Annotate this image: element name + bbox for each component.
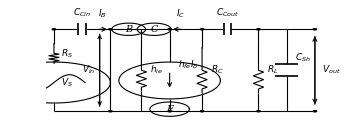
Circle shape xyxy=(109,111,112,112)
Text: $I_C$: $I_C$ xyxy=(176,8,185,20)
Text: $C_{Cout}$: $C_{Cout}$ xyxy=(216,7,239,19)
Circle shape xyxy=(168,111,171,112)
Circle shape xyxy=(168,29,171,30)
Text: B: B xyxy=(125,25,132,34)
Circle shape xyxy=(313,29,317,30)
Text: $h_{fe}I_b$: $h_{fe}I_b$ xyxy=(178,59,198,71)
Circle shape xyxy=(200,111,204,112)
Text: $R_S$: $R_S$ xyxy=(61,47,73,60)
Text: $V_{out}$: $V_{out}$ xyxy=(322,64,341,76)
Circle shape xyxy=(257,111,260,112)
Text: C: C xyxy=(150,25,158,34)
Circle shape xyxy=(313,111,317,112)
Circle shape xyxy=(200,29,204,30)
Text: $R_C$: $R_C$ xyxy=(210,64,223,76)
Text: $C_{Cin}$: $C_{Cin}$ xyxy=(73,7,91,19)
Text: $V_S$: $V_S$ xyxy=(61,76,73,89)
Circle shape xyxy=(109,29,112,30)
Text: $I_B$: $I_B$ xyxy=(98,8,107,20)
Text: $R_L$: $R_L$ xyxy=(267,64,278,76)
Circle shape xyxy=(52,29,56,30)
Circle shape xyxy=(257,29,260,30)
Text: $C_{Sh}$: $C_{Sh}$ xyxy=(295,52,311,64)
Text: $h_{ie}$: $h_{ie}$ xyxy=(150,64,163,76)
Text: $V_{in}$: $V_{in}$ xyxy=(82,64,96,76)
Text: E: E xyxy=(166,105,173,114)
